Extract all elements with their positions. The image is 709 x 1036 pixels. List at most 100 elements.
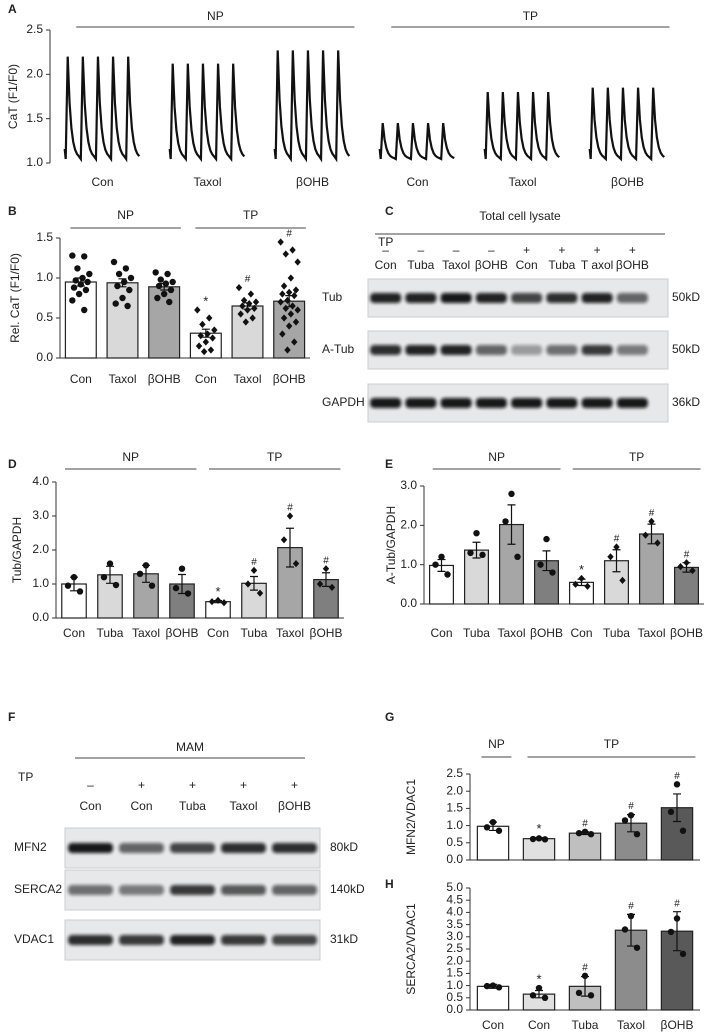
significance-mark: * — [536, 821, 541, 836]
data-point — [535, 835, 543, 842]
error-bar — [178, 573, 186, 595]
data-point — [587, 831, 595, 838]
group-label: TP — [523, 9, 538, 23]
calcium-trace — [273, 50, 351, 163]
x-tick-label: βOHB — [166, 626, 199, 640]
blot-band — [68, 843, 113, 853]
data-point — [195, 342, 203, 350]
significance-mark: # — [649, 508, 655, 519]
data-point — [633, 944, 641, 951]
size-label: 31kD — [330, 932, 358, 946]
treatment-sign: + — [629, 243, 636, 257]
significance-mark: * — [203, 293, 208, 308]
data-point — [207, 346, 215, 354]
significance-mark: # — [674, 898, 680, 909]
blot-band — [475, 398, 507, 408]
data-point — [114, 282, 121, 290]
data-point — [673, 781, 681, 788]
row-label: GAPDH — [322, 395, 365, 409]
blot-band — [119, 935, 164, 945]
data-point — [587, 992, 595, 999]
condition-label: TP — [378, 235, 393, 249]
x-tick-label: Taxol — [233, 372, 261, 386]
treatment-sign: – — [418, 243, 425, 257]
data-point — [282, 304, 289, 312]
data-point — [155, 282, 163, 290]
significance-mark: * — [536, 971, 541, 986]
data-point — [508, 490, 515, 498]
y-tick-label: 4.5 — [446, 892, 463, 906]
data-point — [543, 535, 550, 543]
data-point — [291, 292, 298, 300]
data-point — [282, 250, 289, 258]
significance-mark: # — [614, 534, 620, 545]
lane-label: Taxol — [229, 799, 257, 813]
significance-mark: # — [245, 274, 251, 285]
bar — [638, 533, 664, 605]
size-label: 80kD — [330, 840, 358, 854]
blot-band — [440, 398, 472, 408]
blot-band — [221, 843, 266, 853]
data-point — [246, 300, 253, 308]
data-point — [110, 258, 118, 266]
y-tick-label: 4.0 — [32, 474, 49, 488]
data-point — [467, 549, 474, 557]
data-point — [69, 252, 76, 259]
x-tick-label: Con — [528, 1018, 550, 1032]
group-label: TP — [604, 737, 619, 751]
blot-band — [581, 293, 613, 303]
x-tick-label: βOHB — [273, 372, 306, 386]
data-point — [86, 270, 93, 278]
data-point — [256, 589, 264, 597]
data-point — [277, 238, 284, 246]
blot-band — [405, 293, 437, 303]
treatment-sign: + — [523, 243, 530, 257]
blot-band — [221, 935, 266, 945]
data-point — [648, 517, 655, 525]
data-point — [242, 318, 249, 326]
data-point — [549, 569, 556, 576]
blot-band — [616, 398, 648, 408]
data-point — [208, 598, 216, 606]
calcium-trace — [483, 91, 560, 162]
blot-band — [370, 345, 402, 355]
data-point — [167, 286, 175, 294]
data-point — [654, 539, 661, 547]
data-point — [127, 274, 135, 282]
data-point — [673, 915, 681, 922]
x-tick-label: Taxol — [193, 175, 221, 189]
lane-label: Taxol — [442, 258, 470, 272]
data-point — [667, 808, 675, 816]
data-point — [124, 302, 131, 310]
treatment-sign: + — [240, 778, 247, 792]
data-point — [81, 253, 88, 260]
x-tick-label: Con — [406, 175, 428, 189]
data-point — [292, 286, 300, 294]
blot-title: MAM — [176, 740, 204, 754]
x-tick-label: Taxol — [276, 626, 304, 640]
blot-band — [546, 293, 578, 303]
panel-letter: H — [385, 877, 394, 891]
data-point — [166, 298, 173, 306]
data-point — [75, 290, 83, 298]
blot-band — [68, 935, 113, 945]
x-tick-label: Taxol — [497, 626, 525, 640]
bar — [231, 305, 264, 359]
y-tick-label: 1.5 — [446, 966, 463, 980]
data-point — [284, 296, 291, 304]
data-point — [178, 565, 186, 572]
group-label: TP — [267, 450, 282, 464]
y-tick-label: 2.0 — [400, 518, 417, 532]
x-tick-label: Con — [570, 626, 592, 640]
blot-band — [370, 293, 402, 303]
blot-band — [511, 345, 543, 355]
data-point — [160, 290, 168, 298]
lane-label: βOHB — [616, 258, 649, 272]
data-point — [194, 306, 201, 314]
data-point — [251, 304, 258, 312]
blot-band — [546, 398, 578, 408]
data-point — [322, 565, 330, 573]
x-tick-label: βOHB — [611, 175, 644, 189]
data-point — [277, 298, 284, 306]
data-point — [483, 982, 491, 990]
